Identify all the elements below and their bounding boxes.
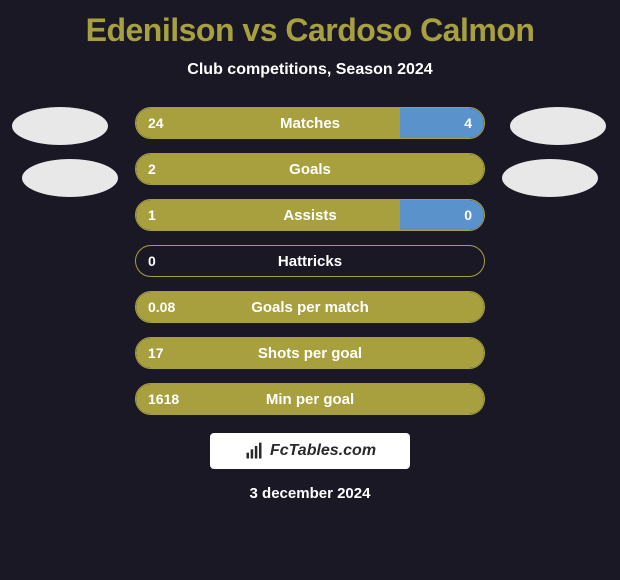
chart-icon	[244, 441, 264, 461]
stat-row: 0Hattricks	[135, 245, 485, 277]
date-text: 3 december 2024	[0, 485, 620, 502]
player2-avatar-a	[510, 107, 606, 145]
logo-text: FcTables.com	[270, 442, 376, 460]
page-title: Edenilson vs Cardoso Calmon	[0, 0, 620, 49]
stat-label: Goals	[136, 154, 484, 184]
player2-avatar-b	[502, 159, 598, 197]
stat-label: Min per goal	[136, 384, 484, 414]
stat-label: Shots per goal	[136, 338, 484, 368]
stat-value-right: 0	[464, 200, 472, 230]
stat-label: Assists	[136, 200, 484, 230]
stat-row: 17Shots per goal	[135, 337, 485, 369]
stat-label: Goals per match	[136, 292, 484, 322]
stat-label: Matches	[136, 108, 484, 138]
stat-value-right: 4	[464, 108, 472, 138]
stat-row: 1Assists0	[135, 199, 485, 231]
stat-row: 0.08Goals per match	[135, 291, 485, 323]
stats-container: 24Matches42Goals1Assists00Hattricks0.08G…	[0, 107, 620, 415]
stat-label: Hattricks	[136, 246, 484, 276]
player1-avatar-a	[12, 107, 108, 145]
player1-avatar-b	[22, 159, 118, 197]
stat-row: 2Goals	[135, 153, 485, 185]
logo-box[interactable]: FcTables.com	[210, 433, 410, 469]
stat-row: 24Matches4	[135, 107, 485, 139]
page-subtitle: Club competitions, Season 2024	[0, 61, 620, 79]
stat-row: 1618Min per goal	[135, 383, 485, 415]
